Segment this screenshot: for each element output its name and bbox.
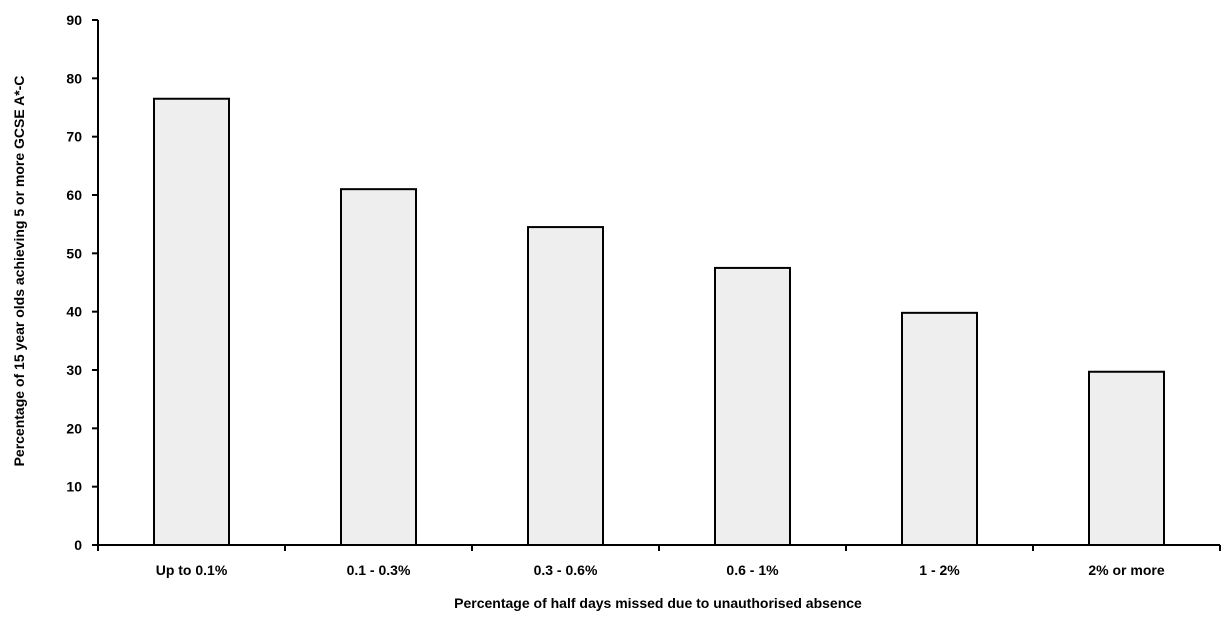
- y-ticks-group: 0 10 20 30 40 50 60 70 80 90: [66, 12, 98, 553]
- x-axis-title: Percentage of half days missed due to un…: [454, 595, 862, 611]
- bar: [1088, 370, 1165, 546]
- y-tick-label: 70: [66, 129, 82, 145]
- axes-group: [97, 20, 1220, 546]
- y-tick-label: 30: [66, 362, 82, 378]
- x-tick-label: 0.1 - 0.3%: [347, 562, 411, 578]
- y-tick-label: 50: [66, 245, 82, 261]
- bar: [901, 311, 978, 547]
- y-tick-label: 80: [66, 70, 82, 86]
- x-tick-label: 1 - 2%: [919, 562, 960, 578]
- y-tick-label: 90: [66, 12, 82, 28]
- bar: [714, 266, 791, 546]
- bar: [527, 226, 604, 546]
- bar: [153, 97, 230, 546]
- y-axis-title: Percentage of 15 year olds achieving 5 o…: [11, 76, 27, 467]
- x-ticks-group: Up to 0.1% 0.1 - 0.3% 0.3 - 0.6% 0.6 - 1% 1 …: [97, 545, 1221, 578]
- bar: [340, 188, 417, 547]
- x-tick-label: 0.6 - 1%: [726, 562, 779, 578]
- y-tick-label: 40: [66, 304, 82, 320]
- bars-group: [153, 97, 1165, 547]
- x-tick-label: 2% or more: [1088, 562, 1164, 578]
- y-tick-label: 0: [74, 537, 82, 553]
- y-tick-label: 20: [66, 420, 82, 436]
- y-tick-label: 60: [66, 187, 82, 203]
- y-tick-label: 10: [66, 479, 82, 495]
- x-tick-label: Up to 0.1%: [156, 562, 228, 578]
- x-tick-label: 0.3 - 0.6%: [534, 562, 598, 578]
